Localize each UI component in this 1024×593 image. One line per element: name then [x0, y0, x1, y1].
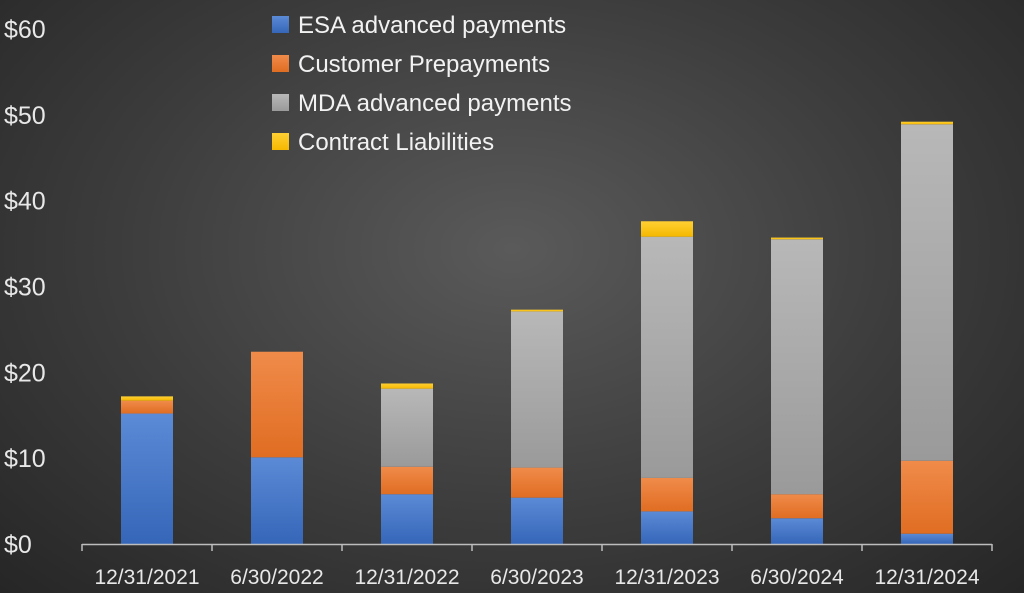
bar-segment: [381, 466, 433, 495]
legend-label: Contract Liabilities: [298, 129, 494, 156]
bar-segment: [771, 494, 823, 519]
bar-segment: [121, 396, 173, 401]
legend-label: Customer Prepayments: [298, 51, 550, 78]
x-tick-label: 6/30/2023: [490, 566, 583, 589]
x-tick-label: 12/31/2022: [354, 566, 459, 589]
legend-swatch: [272, 16, 289, 33]
bars: [121, 121, 953, 544]
x-tick-label: 12/31/2023: [614, 566, 719, 589]
y-tick-label: $10: [4, 445, 46, 473]
y-tick-label: $20: [4, 359, 46, 387]
bar-segment: [771, 237, 823, 240]
x-tick-label: 12/31/2024: [874, 566, 979, 589]
bar-segment: [901, 533, 953, 544]
bar-segment: [251, 351, 303, 458]
y-axis: $0 $10 $20 $30 $40 $50 $60: [4, 16, 46, 559]
bar-segment: [381, 388, 433, 467]
legend-swatch: [272, 55, 289, 72]
y-tick-label: $30: [4, 274, 46, 302]
legend-label: MDA advanced payments: [298, 90, 571, 117]
x-axis: 12/31/2021 6/30/2022 12/31/2022 6/30/2023 12…: [81, 543, 993, 589]
x-tick-label: 6/30/2022: [230, 566, 323, 589]
bar-segment: [901, 124, 953, 461]
y-tick-label: $40: [4, 188, 46, 216]
bar-segment: [641, 236, 693, 478]
bar-segment: [901, 121, 953, 125]
bar-segment: [771, 518, 823, 544]
bar-segment: [511, 311, 563, 468]
bar-segment: [121, 413, 173, 544]
bar-segment: [641, 477, 693, 512]
y-tick-label: $50: [4, 102, 46, 130]
bar-segment: [641, 221, 693, 237]
legend: ESA advanced payments Customer Prepayment…: [272, 12, 571, 156]
y-tick-label: $0: [4, 531, 32, 559]
bar-segment: [771, 239, 823, 495]
legend-swatch: [272, 133, 289, 150]
bar-segment: [511, 497, 563, 544]
bar-segment: [251, 457, 303, 544]
bar-segment: [381, 494, 433, 544]
legend-swatch: [272, 94, 289, 111]
legend-label: ESA advanced payments: [298, 12, 566, 39]
x-tick-label: 12/31/2021: [94, 566, 199, 589]
bar-segment: [121, 400, 173, 414]
y-tick-label: $60: [4, 16, 46, 44]
bar-segment: [511, 467, 563, 498]
bar-segment: [511, 309, 563, 312]
bar-segment: [641, 511, 693, 544]
bar-segment: [381, 383, 433, 389]
x-tick-label: 6/30/2024: [750, 566, 844, 589]
bar-segment: [901, 460, 953, 534]
